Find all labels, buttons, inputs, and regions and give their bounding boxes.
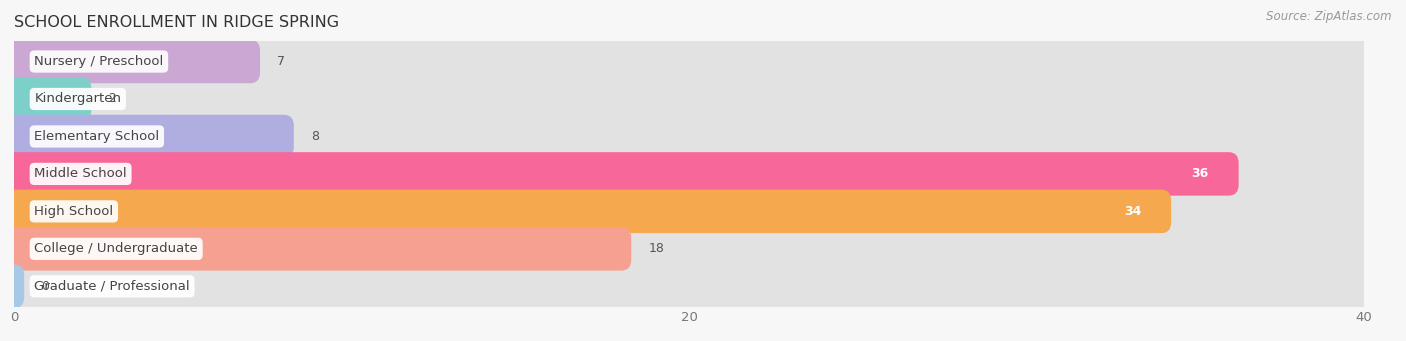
FancyBboxPatch shape (4, 227, 1374, 270)
FancyBboxPatch shape (14, 80, 1364, 118)
FancyBboxPatch shape (14, 230, 1364, 268)
Text: Nursery / Preschool: Nursery / Preschool (34, 55, 163, 68)
FancyBboxPatch shape (4, 77, 91, 121)
FancyBboxPatch shape (14, 155, 1364, 193)
Text: 36: 36 (1191, 167, 1209, 180)
Text: Elementary School: Elementary School (34, 130, 159, 143)
FancyBboxPatch shape (14, 118, 1364, 155)
Text: SCHOOL ENROLLMENT IN RIDGE SPRING: SCHOOL ENROLLMENT IN RIDGE SPRING (14, 15, 339, 30)
Text: 7: 7 (277, 55, 285, 68)
Text: High School: High School (34, 205, 114, 218)
Text: Middle School: Middle School (34, 167, 127, 180)
FancyBboxPatch shape (4, 40, 1374, 83)
FancyBboxPatch shape (14, 193, 1364, 230)
Text: 18: 18 (648, 242, 664, 255)
FancyBboxPatch shape (4, 77, 1374, 121)
FancyBboxPatch shape (4, 190, 1374, 233)
FancyBboxPatch shape (4, 40, 260, 83)
FancyBboxPatch shape (14, 268, 1364, 305)
Text: Source: ZipAtlas.com: Source: ZipAtlas.com (1267, 10, 1392, 23)
FancyBboxPatch shape (14, 43, 1364, 80)
FancyBboxPatch shape (4, 265, 1374, 308)
FancyBboxPatch shape (4, 152, 1239, 196)
FancyBboxPatch shape (4, 265, 24, 308)
Text: College / Undergraduate: College / Undergraduate (34, 242, 198, 255)
Text: Kindergarten: Kindergarten (34, 92, 121, 105)
Text: 8: 8 (311, 130, 319, 143)
FancyBboxPatch shape (4, 152, 1374, 196)
FancyBboxPatch shape (4, 115, 294, 158)
FancyBboxPatch shape (4, 227, 631, 270)
FancyBboxPatch shape (4, 190, 1171, 233)
Text: 34: 34 (1123, 205, 1142, 218)
Text: 0: 0 (41, 280, 49, 293)
Text: Graduate / Professional: Graduate / Professional (34, 280, 190, 293)
Text: 2: 2 (108, 92, 117, 105)
FancyBboxPatch shape (4, 115, 1374, 158)
